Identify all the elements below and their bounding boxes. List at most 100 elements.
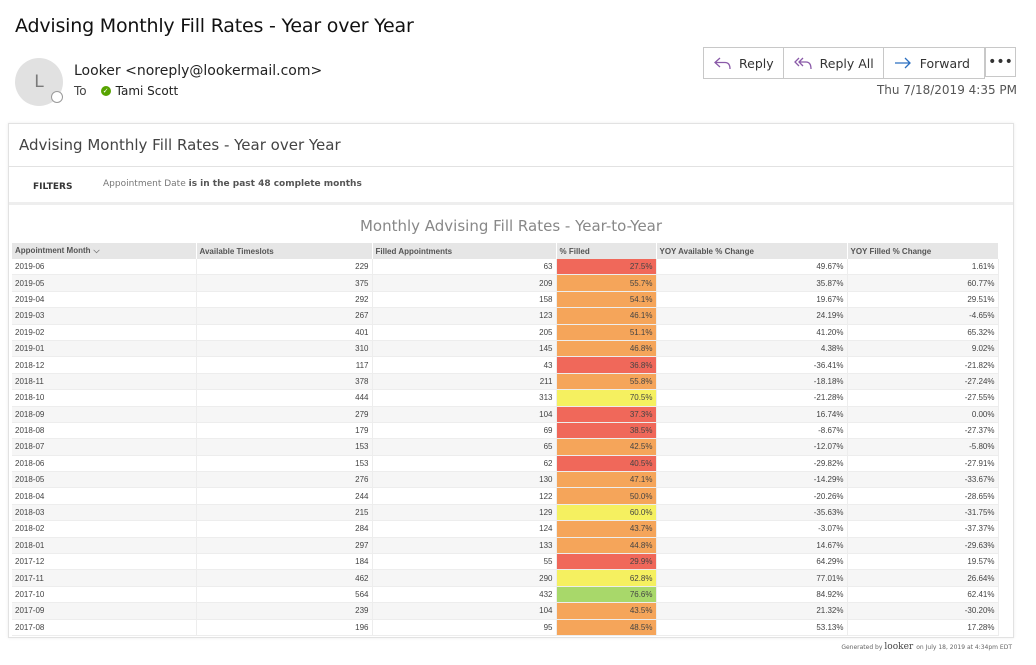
avatar[interactable]: L [15,58,63,106]
table-cell: 375 [196,274,373,292]
table-cell: 310 [196,340,373,358]
visualization-title: Monthly Advising Fill Rates - Year-to-Ye… [359,217,663,235]
table-cell: 432 [372,586,557,604]
table-cell: 2018-03 [12,504,197,522]
table-cell: 26.64% [847,569,999,587]
table-row: 2019-01 310 145 46.8% 4.38% 9.02% [12,340,999,358]
table-cell: 2019-05 [12,274,197,292]
column-header[interactable]: YOY Filled % Change [847,243,999,259]
column-header[interactable]: YOY Available % Change [656,243,848,259]
column-header[interactable]: Filled Appointments [372,243,557,259]
table-cell: 43 [372,356,557,374]
table-cell: 229 [196,259,373,276]
report-footer: Generated by looker on July 18, 2019 at … [841,642,1012,652]
table-cell: 564 [196,586,373,604]
table-cell: 2018-02 [12,520,197,538]
table-cell: 95 [372,619,557,636]
table-row: 2018-11 378 211 55.8% -18.18% -27.24% [12,373,999,391]
table-cell: 2018-12 [12,356,197,374]
table-row: 2018-08 179 69 38.5% -8.67% -27.37% [12,422,999,440]
table-cell: 284 [196,520,373,538]
table-cell: -27.24% [847,373,999,391]
table-row: 2019-06 229 63 27.5% 49.67% 1.61% [12,259,999,276]
table-cell: 2018-07 [12,438,197,456]
table-cell: 292 [196,291,373,309]
table-cell: 53.13% [656,619,848,636]
table-cell: 46.8% [556,340,657,358]
table-cell: 122 [372,487,557,505]
table-cell: 44.8% [556,537,657,555]
table-cell: 129 [372,504,557,522]
table-cell: 313 [372,389,557,407]
table-cell: 47.1% [556,471,657,489]
table-row: 2018-06 153 62 40.5% -29.82% -27.91% [12,455,999,473]
forward-button[interactable]: Forward [884,48,984,78]
column-header[interactable]: % Filled [556,243,657,259]
table-cell: 158 [372,291,557,309]
table-cell: -36.41% [656,356,848,374]
reply-button[interactable]: Reply [704,48,784,78]
table-cell: -29.82% [656,455,848,473]
table-row: 2017-12 184 55 29.9% 64.29% 19.57% [12,553,999,571]
column-header[interactable]: Appointment Month ⌵ [12,243,197,259]
table-cell: 401 [196,324,373,341]
table-cell: -33.67% [847,471,999,489]
more-actions-button[interactable]: ••• [985,47,1016,77]
table-cell: 62.41% [847,586,999,604]
table-cell: 2017-12 [12,553,197,571]
table-cell: 215 [196,504,373,522]
sender-name[interactable]: Looker <noreply@lookermail.com> [74,63,323,79]
table-cell: 38.5% [556,422,657,440]
table-cell: 130 [372,471,557,489]
table-cell: 267 [196,307,373,325]
table-cell: 55 [372,553,557,571]
table-cell: -12.07% [656,438,848,456]
table-row: 2018-05 276 130 47.1% -14.29% -33.67% [12,471,999,489]
table-cell: -31.75% [847,504,999,522]
table-cell: 297 [196,537,373,555]
report-title: Advising Monthly Fill Rates - Year over … [19,136,341,154]
table-cell: 1.61% [847,259,999,276]
chevron-down-icon: ⌵ [93,246,100,255]
table-cell: 17.28% [847,619,999,636]
table-cell: 27.5% [556,259,657,276]
divider [9,166,1013,167]
table-cell: -27.55% [847,389,999,407]
reply-all-icon [793,57,812,69]
table-cell: 444 [196,389,373,407]
table-cell: 9.02% [847,340,999,358]
table-cell: 41.20% [656,324,848,341]
table-cell: 55.8% [556,373,657,391]
table-cell: 76.6% [556,586,657,604]
column-header[interactable]: Available Timeslots [196,243,373,259]
table-cell: 49.67% [656,259,848,276]
table-cell: 40.5% [556,455,657,473]
table-cell: 43.5% [556,602,657,620]
table-cell: 63 [372,259,557,276]
table-cell: 2019-01 [12,340,197,358]
divider [9,202,1013,205]
presence-available-icon: ✓ [100,86,111,96]
table-cell: 2018-11 [12,373,197,391]
table-cell: 35.87% [656,274,848,292]
table-cell: -21.28% [656,389,848,407]
table-row: 2017-08 196 95 48.5% 53.13% 17.28% [12,619,999,636]
footer-prefix: Generated by [841,643,883,651]
recipient-name[interactable]: Tami Scott [115,84,179,98]
table-cell: 77.01% [656,569,848,587]
reply-icon [714,57,731,69]
table-cell: 2019-03 [12,307,197,325]
table-cell: 209 [372,274,557,292]
reply-all-button[interactable]: Reply All [784,48,884,78]
table-cell: 2017-11 [12,569,197,587]
table-cell: 36.8% [556,356,657,374]
table-cell: 2018-05 [12,471,197,489]
forward-label: Forward [919,55,970,71]
email-subject: Advising Monthly Fill Rates - Year over … [15,15,414,37]
fill-rates-table: Appointment Month ⌵ Available Timeslots F… [12,243,999,636]
table-cell: -35.63% [656,504,848,522]
table-cell: -37.37% [847,520,999,538]
table-cell: 104 [372,406,557,423]
table-cell: 117 [196,356,373,374]
table-cell: 2017-09 [12,602,197,620]
